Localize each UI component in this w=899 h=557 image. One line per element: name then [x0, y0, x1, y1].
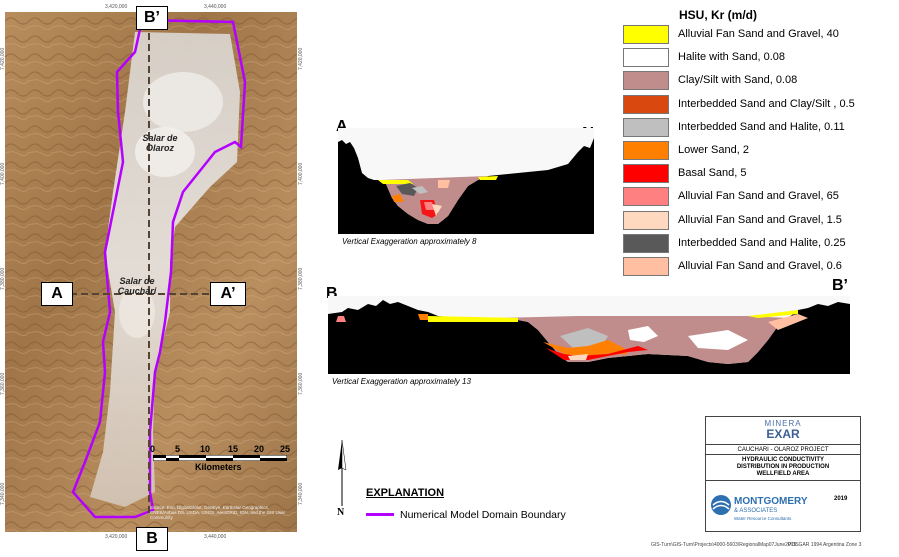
north-label: N	[337, 507, 345, 518]
title-block: MINERA EXAR CAUCHARI - OLAROZ PROJECT HY…	[705, 416, 861, 532]
cross-section-bb	[328, 296, 850, 374]
legend-item: Lower Sand, 2	[623, 140, 893, 161]
label-a-prime: A’	[210, 282, 246, 306]
legend-item: Alluvial Fan Sand and Gravel, 65	[623, 186, 893, 207]
legend-item: Basal Sand, 5	[623, 163, 893, 184]
map-credits: Source: Esri, DigitalGlobe, GeoEye, Eart…	[150, 505, 286, 520]
label-b: B	[136, 527, 168, 551]
legend-label: Halite with Sand, 0.08	[678, 51, 786, 64]
section-aa-left-label: A	[336, 118, 348, 135]
scale-bar: 0 5 10 15 20 25 Kilometers	[150, 444, 295, 474]
satellite-map	[5, 12, 297, 532]
legend-swatch	[623, 141, 669, 160]
label-b-prime: B’	[136, 6, 168, 30]
legend-label: Lower Sand, 2	[678, 144, 749, 156]
company-logo-text: EXAR	[766, 427, 800, 441]
boundary-legend-line	[366, 513, 394, 516]
consultant-sub: & ASSOCIATES	[734, 508, 778, 514]
cross-section-aa	[338, 128, 594, 234]
legend-swatch	[623, 187, 669, 207]
scale-unit: Kilometers	[195, 462, 242, 472]
tick-right-2: 7,400,000	[298, 162, 304, 185]
explanation-title: EXPLANATION	[366, 487, 445, 499]
footer-path: GIS-Turn\GIS-Turn\Projects\4000-5603\Reg…	[651, 542, 797, 548]
consultant-name: MONTGOMERY	[734, 496, 808, 507]
tick-left-1: 7,420,000	[0, 47, 6, 70]
tick-left-2: 7,400,000	[0, 162, 6, 185]
tick-right-5: 7,340,000	[298, 482, 304, 505]
title-line-1: HYDRAULIC CONDUCTIVITY	[742, 457, 824, 463]
tick-right-3: 7,380,000	[298, 267, 304, 290]
legend-item: Alluvial Fan Sand and Gravel, 40	[623, 24, 893, 45]
section-bb-left-label: B	[326, 285, 338, 302]
legend-label: Interbedded Sand and Halite, 0.11	[678, 120, 845, 133]
legend-swatch	[623, 94, 669, 114]
tick-bottom-1: 3,420,000	[105, 534, 128, 540]
legend-swatch	[623, 117, 669, 137]
legend-swatch	[623, 48, 669, 68]
scale-tick-20: 20	[254, 444, 265, 454]
legend-swatch	[623, 25, 669, 44]
legend-label: Alluvial Fan Sand and Gravel, 65	[678, 190, 839, 203]
tick-top-1: 3,420,000	[105, 4, 128, 10]
legend-label: Basal Sand, 5	[678, 167, 747, 180]
legend-swatch	[623, 233, 669, 253]
model-domain-boundary	[71, 18, 247, 519]
scale-tick-0: 0	[150, 444, 156, 454]
title-line-3: WELLFIELD AREA	[756, 471, 810, 477]
scale-tick-5: 5	[175, 444, 181, 454]
legend-title: HSU, Kr (m/d)	[679, 8, 757, 22]
title-line-2: DISTRIBUTION IN PRODUCTION	[736, 464, 830, 470]
section-bb-right-label: B’	[832, 277, 848, 294]
consultant-logo-icon	[711, 495, 731, 515]
legend-item: Alluvial Fan Sand and Gravel, 1.5	[623, 210, 893, 231]
scale-tick-15: 15	[228, 444, 239, 454]
tick-bottom-2: 3,440,000	[204, 534, 227, 540]
legend-label: Interbedded Sand and Clay/Silt , 0.5	[678, 97, 855, 110]
legend-item: Interbedded Sand and Halite, 0.25	[623, 233, 893, 254]
label-salar-olaroz: Salar de Olaroz	[142, 133, 178, 153]
legend-item: Alluvial Fan Sand and Gravel, 0.6	[623, 256, 893, 277]
legend-swatch	[623, 257, 669, 276]
year: 2019	[834, 496, 848, 502]
tick-left-3: 7,380,000	[0, 267, 6, 290]
legend-item: Interbedded Sand and Clay/Silt , 0.5	[623, 94, 893, 115]
legend-item: Interbedded Sand and Halite, 0.11	[623, 117, 893, 138]
tick-left-5: 7,340,000	[0, 482, 6, 505]
north-arrow-icon	[338, 440, 347, 506]
company-top: MINERA	[764, 419, 802, 428]
legend-label: Alluvial Fan Sand and Gravel, 0.6	[678, 260, 842, 272]
section-bb-caption: Vertical Exaggeration approximately 13	[332, 377, 471, 386]
footer-projection: POSGAR 1994 Argentina Zone 3	[788, 542, 862, 548]
legend-label: Alluvial Fan Sand and Gravel, 1.5	[678, 213, 842, 226]
legend-label: Clay/Silt with Sand, 0.08	[678, 74, 798, 87]
legend-swatch	[623, 71, 669, 91]
satellite-imagery	[5, 12, 297, 532]
legend-label: Interbedded Sand and Halite, 0.25	[678, 236, 846, 249]
scale-bar-graphic	[153, 455, 287, 461]
legend-item: Halite with Sand, 0.08	[623, 47, 893, 68]
tick-top-2: 3,440,000	[204, 4, 227, 10]
project-name: CAUCHARI - OLAROZ PROJECT	[737, 447, 829, 453]
legend-label: Alluvial Fan Sand and Gravel, 40	[678, 28, 839, 40]
scale-tick-10: 10	[200, 444, 211, 454]
legend-swatch	[623, 210, 669, 230]
tick-left-4: 7,360,000	[0, 372, 6, 395]
section-aa-caption: Vertical Exaggeration approximately 8	[342, 237, 477, 246]
legend-item: Clay/Silt with Sand, 0.08	[623, 70, 893, 91]
consultant-tagline: Water Resource Consultants	[734, 516, 792, 521]
label-salar-cauchari: Salar de Cauchari	[117, 276, 157, 296]
tick-right-1: 7,420,000	[298, 47, 304, 70]
label-a: A	[41, 282, 73, 306]
boundary-legend-label: Numerical Model Domain Boundary	[400, 509, 566, 521]
tick-right-4: 7,360,000	[298, 372, 304, 395]
legend-swatch	[623, 164, 669, 184]
scale-tick-25: 25	[280, 444, 291, 454]
